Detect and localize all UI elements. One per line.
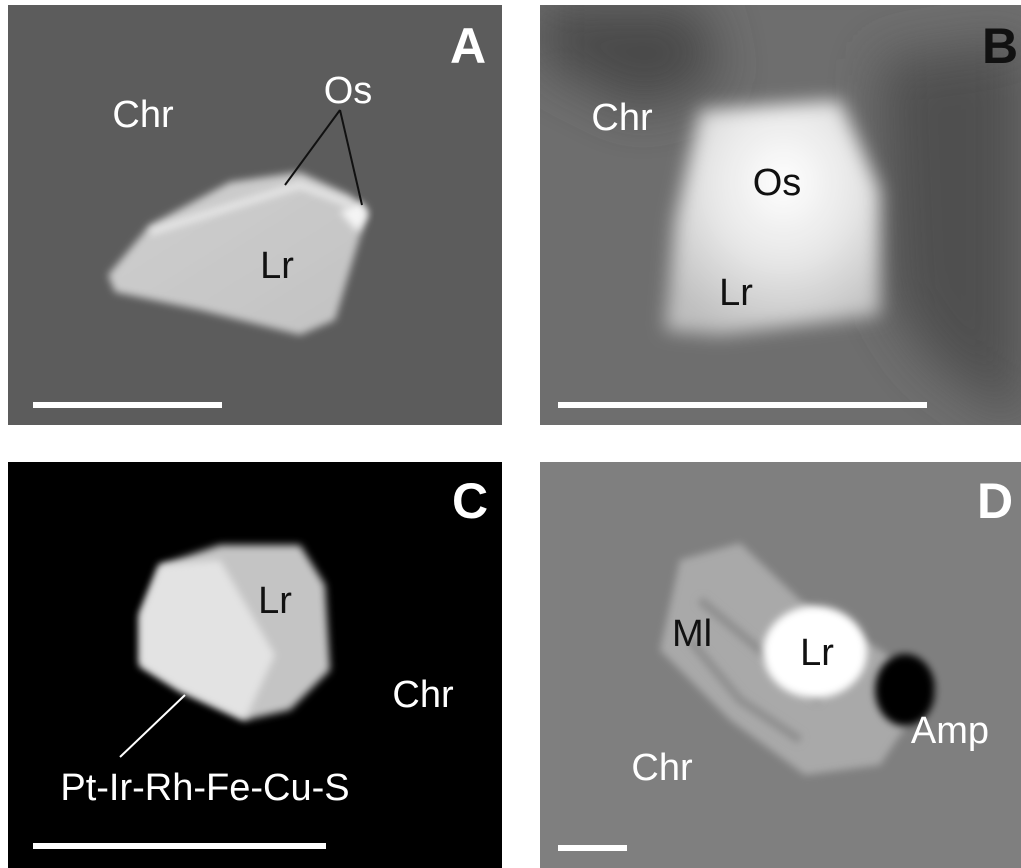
- mineral-label: Lr: [258, 580, 292, 622]
- scale-bar: [558, 402, 927, 408]
- panel-c: C Lr Chr Pt-Ir-Rh-Fe-Cu-S: [8, 462, 502, 868]
- scale-bar: [33, 402, 222, 408]
- mineral-label: Amp: [911, 710, 989, 752]
- mineral-label: Chr: [591, 97, 653, 139]
- mineral-label: Lr: [800, 632, 834, 674]
- panel-letter: D: [977, 473, 1013, 529]
- figure: A Chr Os Lr B Chr Os Lr C Lr Chr Pt-Ir-R…: [0, 0, 1021, 868]
- panel-b: B Chr Os Lr: [540, 5, 1021, 425]
- page: {"panels":[ {"letter":"A","labels":["Chr…: [0, 0, 1021, 868]
- grain: [665, 100, 880, 335]
- panel-d: D Ml Lr Amp Chr: [540, 462, 1021, 868]
- scale-bar: [33, 843, 326, 849]
- mineral-label: Lr: [260, 245, 294, 287]
- mineral-label: Os: [324, 70, 373, 112]
- mineral-label: Chr: [112, 94, 174, 136]
- mineral-label: Chr: [392, 674, 454, 716]
- mineral-label: Lr: [719, 272, 753, 314]
- mineral-label: Ml: [672, 613, 712, 655]
- mineral-label: Pt-Ir-Rh-Fe-Cu-S: [60, 767, 349, 809]
- scale-bar: [558, 845, 627, 851]
- panel-letter: C: [452, 473, 488, 529]
- mineral-label: Os: [753, 162, 802, 204]
- panel-letter: A: [450, 18, 486, 74]
- panel-a: A Chr Os Lr: [8, 5, 502, 425]
- panel-letter: B: [982, 18, 1018, 74]
- mineral-label: Chr: [631, 747, 693, 789]
